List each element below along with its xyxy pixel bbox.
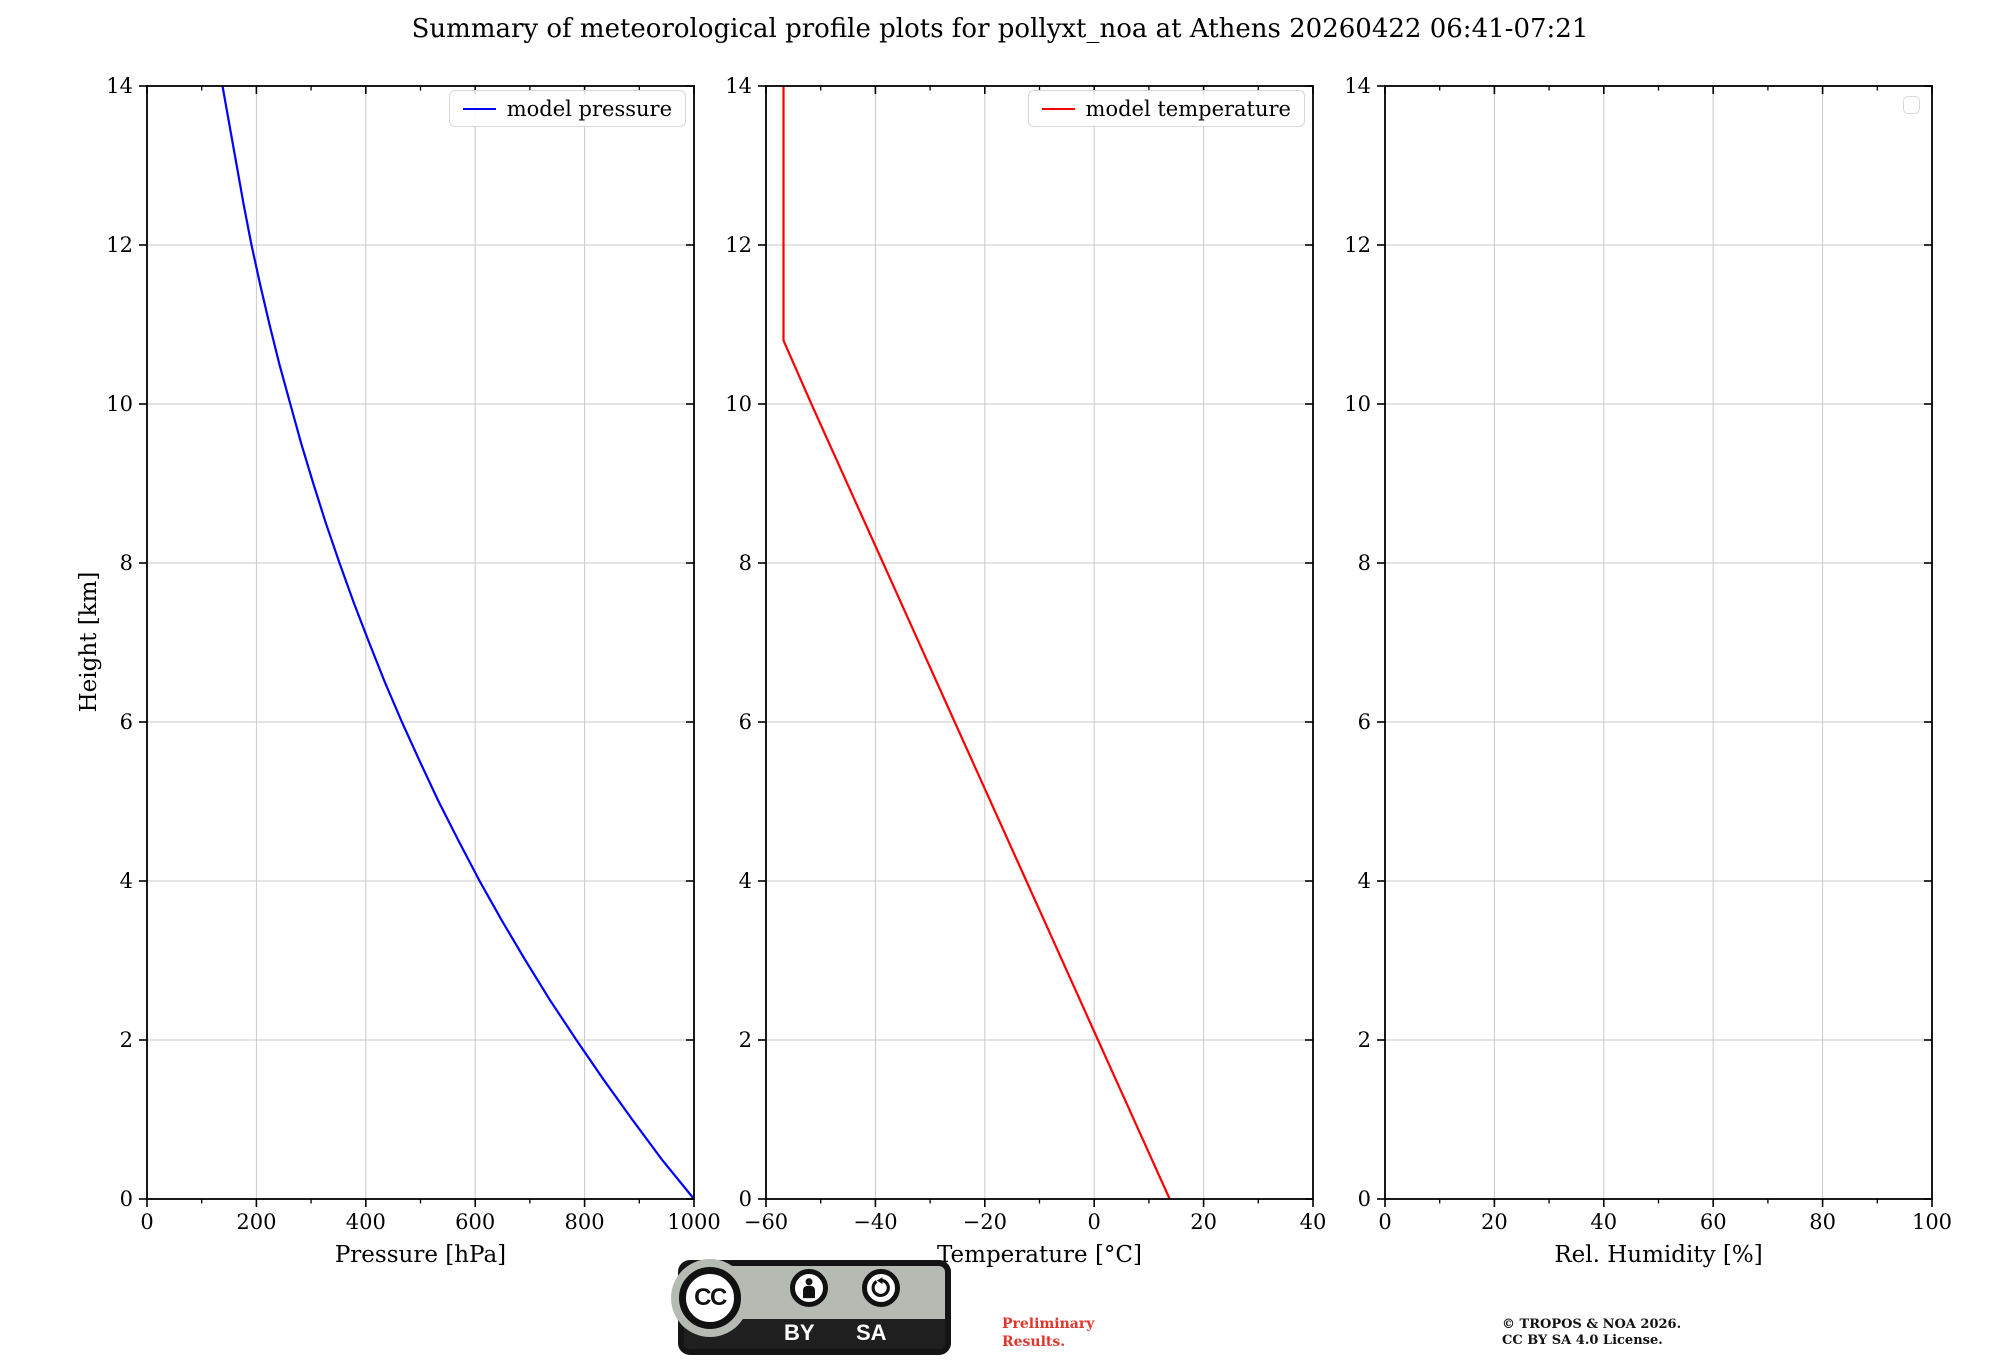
model-temperature-line [782,86,1171,1200]
x-tick-label: 40 [1590,1210,1617,1234]
cc-license-badge: BY SA CC [678,1260,951,1355]
preliminary-results-note: Preliminary Results. [1002,1316,1094,1351]
x-tick-label: −60 [744,1210,788,1234]
attribution-person-icon [790,1269,828,1307]
y-tick-label: 8 [1358,551,1371,575]
cc-badge-strip: BY SA [684,1319,945,1349]
x-tick-label: 40 [1300,1210,1327,1234]
legend-empty-box [1903,96,1920,114]
y-tick-label: 8 [739,551,752,575]
y-tick-label: 4 [120,869,133,893]
height-axis-label: Height [km] [76,571,102,713]
y-tick-label: 12 [725,233,752,257]
y-tick-label: 6 [739,710,752,734]
y-tick-label: 12 [106,233,133,257]
legend-label-temperature: model temperature [1085,96,1291,121]
temperature-panel: model temperature Temperature [°C] −60 −4… [725,74,1326,1268]
y-tick-label: 14 [725,74,752,98]
share-alike-arrow-icon [862,1269,900,1307]
temperature-axis-label: Temperature [°C] [936,1242,1143,1268]
x-tick-label: 20 [1190,1210,1217,1234]
humidity-axis-label: Rel. Humidity [%] [1554,1242,1763,1268]
copyright-note: © TROPOS & NOA 2026. CC BY SA 4.0 Licens… [1502,1317,1681,1350]
x-tick-label: −20 [963,1210,1007,1234]
preliminary-line2: Results. [1002,1333,1066,1350]
y-tick-label: 0 [1358,1187,1371,1211]
y-tick-label: 14 [106,74,133,98]
model-pressure-line [221,85,695,1200]
x-tick-label: 600 [455,1210,495,1234]
legend-line-temperature [1041,107,1075,110]
x-tick-label: 20 [1481,1210,1508,1234]
x-tick-label: 0 [1378,1210,1391,1234]
cc-sa-label: SA [856,1320,887,1345]
x-tick-label: 200 [236,1210,276,1234]
x-tick-label: 100 [1912,1210,1952,1234]
axes-spines [765,85,1314,1200]
cc-by-label: BY [784,1320,815,1345]
legend-model-temperature: model temperature [1027,90,1305,127]
legend-label-pressure: model pressure [506,96,672,121]
x-tick-label: 400 [346,1210,386,1234]
figure-title: Summary of meteorological profile plots … [411,14,1589,44]
copyright-line2: CC BY SA 4.0 License. [1502,1333,1663,1349]
y-tick-label: 0 [120,1187,133,1211]
axes-spines [1384,85,1933,1200]
x-tick-label: 1000 [667,1210,720,1234]
pressure-panel: model pressure Pressure [hPa] 0 200 400 600… [106,74,720,1268]
cc-logo-icon: CC [679,1267,741,1329]
y-tick-label: 4 [1358,869,1371,893]
y-tick-label: 2 [1358,1028,1371,1052]
legend-model-pressure: model pressure [448,90,686,127]
y-tick-label: 10 [106,392,133,416]
preliminary-line1: Preliminary [1002,1316,1095,1332]
pressure-axis-label: Pressure [hPa] [334,1242,507,1268]
y-tick-label: 2 [739,1028,752,1052]
legend-line-pressure [462,107,496,110]
y-tick-label: 2 [120,1028,133,1052]
x-tick-label: 0 [140,1210,153,1234]
y-tick-label: 10 [1344,392,1371,416]
x-tick-label: −40 [853,1210,897,1234]
x-tick-label: 0 [1088,1210,1101,1234]
y-tick-label: 0 [739,1187,752,1211]
x-tick-label: 800 [565,1210,605,1234]
x-tick-label: 60 [1700,1210,1727,1234]
y-tick-label: 14 [1344,74,1371,98]
y-tick-label: 8 [120,551,133,575]
y-tick-label: 12 [1344,233,1371,257]
y-tick-label: 10 [725,392,752,416]
y-tick-label: 6 [120,710,133,734]
axes-spines [146,85,695,1200]
y-tick-label: 4 [739,869,752,893]
y-tick-label: 6 [1358,710,1371,734]
x-tick-label: 80 [1809,1210,1836,1234]
humidity-panel: Rel. Humidity [%] 0 20 40 60 80 100 0 2 4 6 8 10 12 1… [1344,74,1952,1268]
copyright-line1: © TROPOS & NOA 2026. [1502,1317,1682,1332]
